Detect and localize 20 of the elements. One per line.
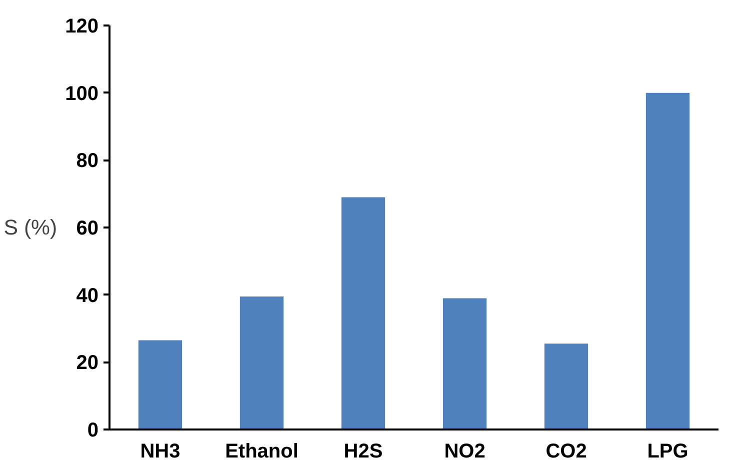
bar: [341, 197, 386, 430]
x-tick-label: NH3: [140, 440, 180, 462]
bar: [544, 344, 588, 430]
y-tick-label: 0: [87, 420, 98, 442]
x-tick-label: CO2: [546, 440, 587, 462]
y-tick-label: 60: [76, 218, 99, 240]
x-tick-label: H2S: [344, 440, 383, 462]
bar: [138, 340, 182, 430]
y-tick-label: 100: [65, 82, 99, 105]
x-tick-label: LPG: [647, 440, 688, 462]
bar: [442, 298, 487, 430]
y-tick-label: 20: [76, 352, 99, 374]
y-tick-label: 120: [65, 16, 99, 38]
y-axis-title: S (%): [4, 216, 58, 240]
bar: [646, 92, 690, 430]
bar: [240, 296, 284, 430]
y-tick-label: 80: [76, 150, 99, 172]
x-tick-label: NO2: [444, 440, 486, 462]
x-tick-label: Ethanol: [225, 440, 298, 462]
y-tick-label: 40: [76, 284, 99, 307]
